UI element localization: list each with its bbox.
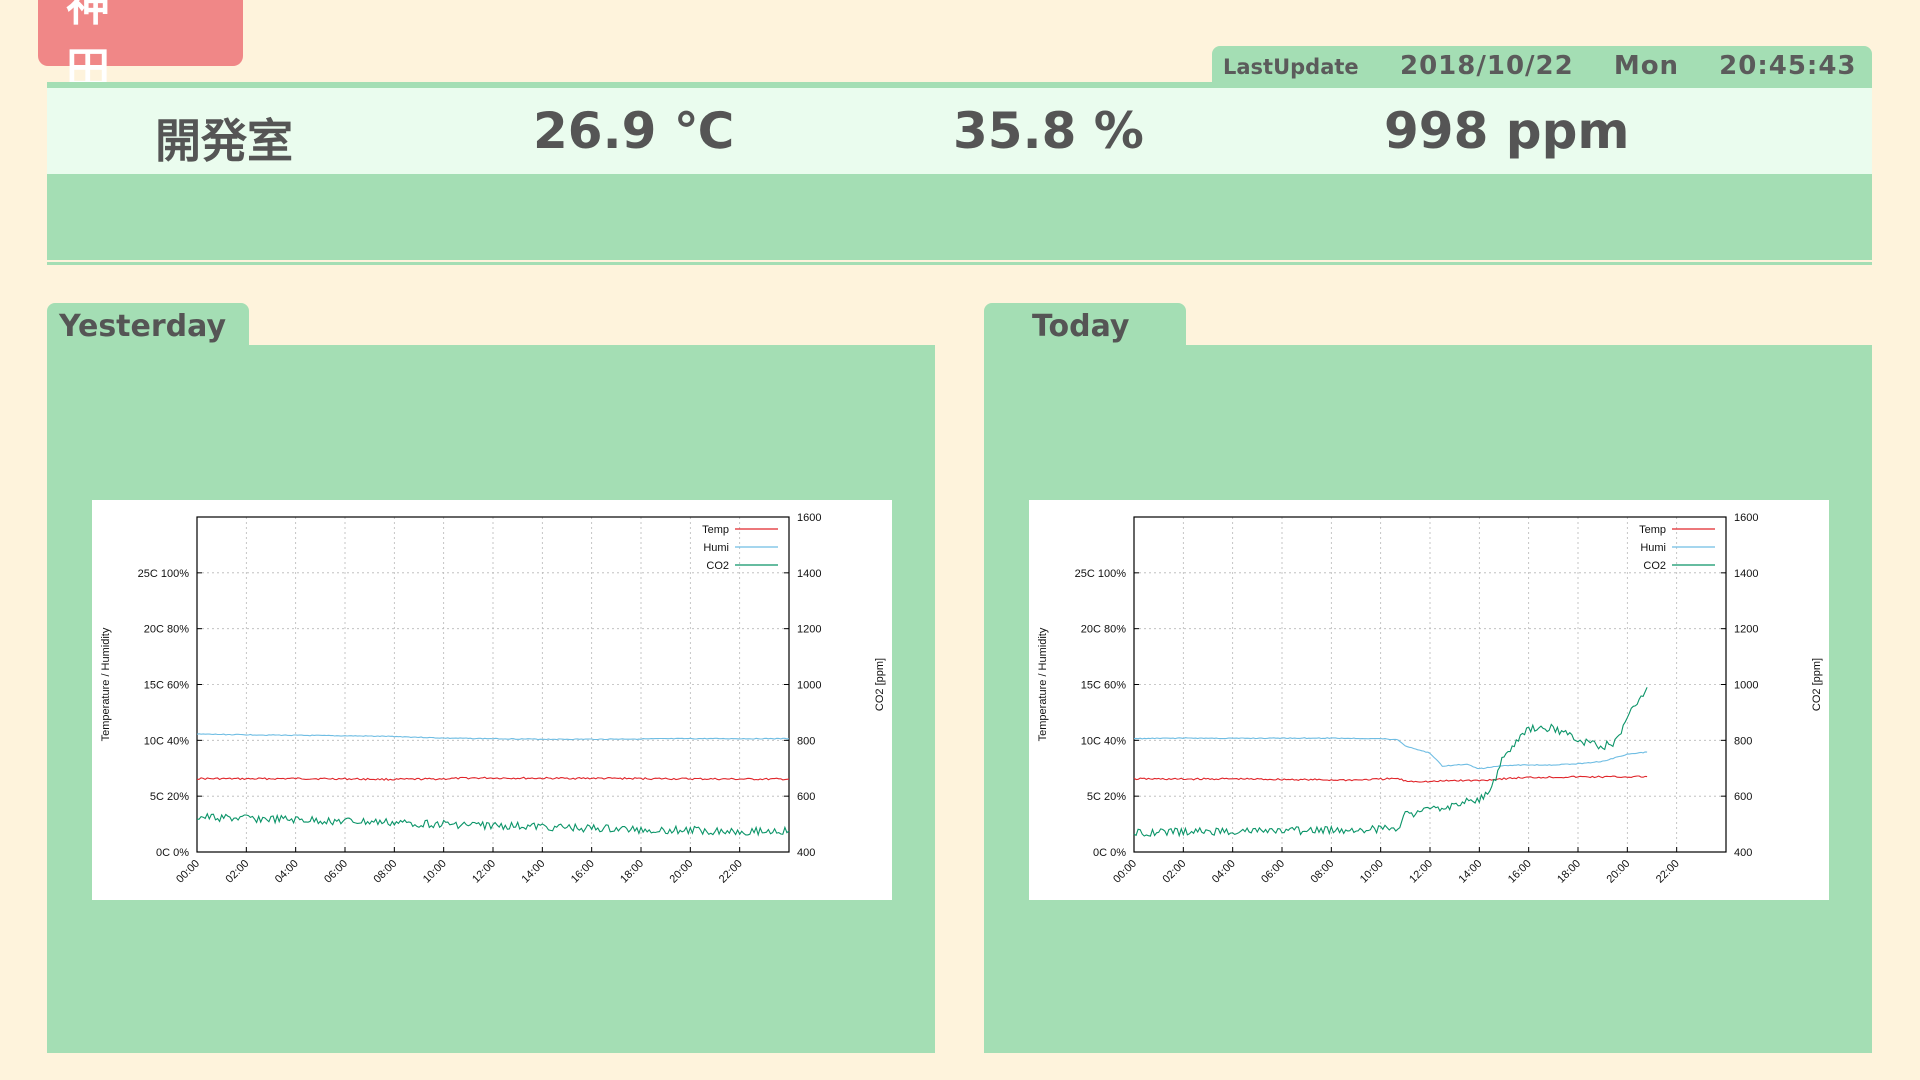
- y-right-tick-label: 600: [1734, 791, 1752, 803]
- legend-label-co2: CO2: [1643, 560, 1666, 572]
- y-right-axis-label: CO2 [ppm]: [1811, 658, 1823, 711]
- y-right-tick-label: 1000: [797, 680, 821, 692]
- x-tick-label: 02:00: [224, 858, 252, 886]
- y-left-tick-label: 0C 0%: [156, 847, 189, 859]
- location-tag: 神 田: [38, 0, 243, 95]
- y-left-tick-label: 0C 0%: [1093, 847, 1126, 859]
- x-tick-label: 08:00: [372, 858, 400, 886]
- y-right-tick-label: 1000: [1734, 680, 1758, 692]
- y-left-tick-label: 10C 40%: [1081, 735, 1126, 747]
- x-tick-label: 00:00: [174, 858, 202, 886]
- temperature-reading: 26.9 ℃: [533, 102, 735, 160]
- y-left-axis-label: Temperature / Humidity: [100, 627, 112, 741]
- x-tick-label: 20:00: [1605, 858, 1633, 886]
- legend-label-humi: Humi: [1640, 542, 1666, 554]
- y-left-tick-label: 20C 80%: [1081, 624, 1126, 636]
- y-left-tick-label: 10C 40%: [144, 735, 189, 747]
- y-left-tick-label: 25C 100%: [138, 568, 190, 580]
- x-tick-label: 16:00: [1506, 858, 1534, 886]
- y-right-tick-label: 400: [1734, 847, 1752, 859]
- y-left-tick-label: 5C 20%: [1087, 791, 1126, 803]
- x-tick-label: 18:00: [1555, 858, 1583, 886]
- plot-frame: [1133, 516, 1727, 853]
- y-left-tick-label: 20C 80%: [144, 624, 189, 636]
- x-tick-label: 22:00: [1654, 858, 1682, 886]
- x-tick-label: 20:00: [668, 858, 696, 886]
- y-right-tick-label: 600: [797, 791, 815, 803]
- today-chart: 00:00 02:00 04:00 06:00 08:00 10:00 12:00 14:00…: [1029, 500, 1829, 900]
- yesterday-chart: 00:00 02:00 04:00 06:00 08:00 10:00 12:00 14:00…: [92, 500, 892, 900]
- y-right-tick-label: 800: [797, 735, 815, 747]
- y-right-tick-label: 1200: [797, 624, 821, 636]
- y-right-axis-label: CO2 [ppm]: [874, 658, 886, 711]
- x-tick-label: 08:00: [1309, 858, 1337, 886]
- x-tick-label: 02:00: [1161, 858, 1189, 886]
- y-right-tick-label: 1200: [1734, 624, 1758, 636]
- x-tick-label: 12:00: [470, 858, 498, 886]
- series-line-humi: [1133, 737, 1648, 770]
- x-tick-label: 22:00: [717, 858, 745, 886]
- x-tick-label: 00:00: [1111, 858, 1139, 886]
- series-line-co2: [1133, 687, 1648, 838]
- band-divider: [47, 262, 1872, 265]
- yesterday-tab: Yesterday: [47, 303, 249, 349]
- x-tick-label: 04:00: [1210, 858, 1238, 886]
- header-divider: [47, 82, 1872, 88]
- x-tick-label: 14:00: [520, 858, 548, 886]
- y-right-tick-label: 800: [1734, 735, 1752, 747]
- yesterday-panel: 00:00 02:00 04:00 06:00 08:00 10:00 12:00 14:00…: [47, 345, 935, 1053]
- status-band: [47, 174, 1872, 260]
- legend-label-co2: CO2: [706, 560, 729, 572]
- x-tick-label: 12:00: [1407, 858, 1435, 886]
- series-line-temp: [1133, 775, 1648, 783]
- yesterday-chart-svg: 00:00 02:00 04:00 06:00 08:00 10:00 12:00 14:00…: [100, 512, 886, 886]
- legend-label-humi: Humi: [703, 542, 729, 554]
- co2-reading: 998 ppm: [1384, 102, 1630, 160]
- last-update-label: LastUpdate: [1223, 55, 1359, 79]
- today-panel: 00:00 02:00 04:00 06:00 08:00 10:00 12:00 14:00…: [984, 345, 1872, 1053]
- series-line-temp: [197, 776, 790, 781]
- room-name: 開発室: [155, 114, 293, 168]
- plot-frame: [196, 516, 790, 853]
- last-update-tab: LastUpdate 2018/10/22 Mon 20:45:43: [1212, 46, 1872, 86]
- today-tab: Today: [984, 303, 1186, 349]
- y-right-tick-label: 400: [797, 847, 815, 859]
- last-update-time: 2018/10/22 Mon 20:45:43: [1400, 51, 1857, 81]
- y-left-tick-label: 5C 20%: [150, 791, 189, 803]
- y-right-tick-label: 1400: [1734, 568, 1758, 580]
- y-left-tick-label: 25C 100%: [1075, 568, 1127, 580]
- series-line-co2: [197, 812, 790, 837]
- x-tick-label: 06:00: [1259, 858, 1287, 886]
- x-tick-label: 10:00: [1358, 858, 1386, 886]
- today-chart-svg: 00:00 02:00 04:00 06:00 08:00 10:00 12:00 14:00…: [1037, 512, 1823, 886]
- x-tick-label: 06:00: [322, 858, 350, 886]
- y-left-axis-label: Temperature / Humidity: [1037, 627, 1049, 741]
- x-tick-label: 10:00: [421, 858, 449, 886]
- y-left-tick-label: 15C 60%: [1081, 680, 1126, 692]
- legend-label-temp: Temp: [702, 524, 729, 536]
- x-tick-label: 14:00: [1457, 858, 1485, 886]
- y-right-tick-label: 1600: [1734, 512, 1758, 524]
- y-left-tick-label: 15C 60%: [144, 680, 189, 692]
- x-tick-label: 16:00: [569, 858, 597, 886]
- humidity-reading: 35.8 %: [953, 102, 1144, 160]
- legend-label-temp: Temp: [1639, 524, 1666, 536]
- y-right-tick-label: 1400: [797, 568, 821, 580]
- series-line-humi: [196, 733, 790, 741]
- x-tick-label: 04:00: [273, 858, 301, 886]
- x-tick-label: 18:00: [618, 858, 646, 886]
- reading-bar: 開発室 26.9 ℃ 35.8 % 998 ppm: [47, 88, 1872, 174]
- y-right-tick-label: 1600: [797, 512, 821, 524]
